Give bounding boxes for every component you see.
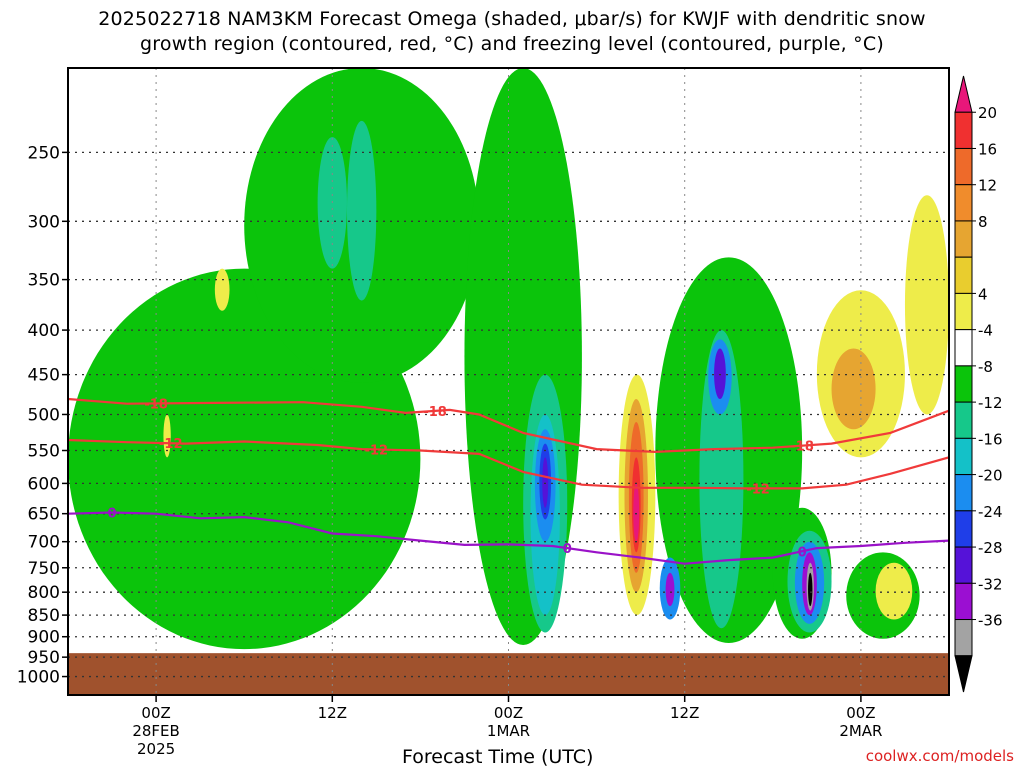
y-tick-label: 800 bbox=[28, 583, 60, 603]
chart-title-line-2: growth region (contoured, red, °C) and f… bbox=[140, 33, 884, 55]
colorbar-swatch bbox=[954, 256, 973, 294]
y-tick-label: 600 bbox=[28, 474, 60, 494]
y-tick-label: 550 bbox=[28, 442, 60, 462]
contour-label: 0 bbox=[798, 545, 807, 560]
colorbar-label: 12 bbox=[978, 177, 997, 195]
omega-field bbox=[68, 68, 949, 650]
y-tick-label: 250 bbox=[28, 143, 60, 163]
colorbar-swatch bbox=[954, 292, 973, 331]
contour-label: -18 bbox=[144, 397, 168, 412]
y-tick-label: 700 bbox=[28, 533, 60, 553]
temperature-contours: -18 -18 -18 -12 -12 -12 0 0 0 bbox=[68, 397, 949, 565]
contour-label: -12 bbox=[159, 437, 183, 452]
x-tick-label: 2MAR bbox=[839, 722, 882, 740]
surface-fill bbox=[68, 653, 949, 695]
contour-label: -12 bbox=[746, 482, 770, 497]
colorbar-swatch bbox=[954, 619, 973, 657]
y-tick-label: 900 bbox=[28, 628, 60, 648]
x-tick-label: 00Z bbox=[494, 704, 523, 722]
omega-region bbox=[699, 330, 744, 629]
x-tick-label: 28FEB bbox=[132, 722, 179, 740]
x-tick-label: 12Z bbox=[318, 704, 347, 722]
y-tick-label: 1000 bbox=[17, 668, 60, 688]
omega-region bbox=[633, 483, 640, 542]
colorbar-swatch bbox=[954, 582, 973, 621]
colorbar-swatch bbox=[954, 329, 973, 367]
colorbar-label: -28 bbox=[978, 539, 1003, 557]
ground-surface bbox=[68, 653, 949, 695]
colorbar-swatch bbox=[954, 437, 973, 476]
chart-title-line-1: 2025022718 NAM3KM Forecast Omega (shaded… bbox=[98, 8, 926, 30]
colorbar-swatch bbox=[954, 474, 973, 512]
omega-region bbox=[831, 348, 876, 430]
contour-label: 0 bbox=[108, 507, 117, 522]
credit-text: coolwx.com/models bbox=[865, 747, 1014, 765]
y-tick-label: 750 bbox=[28, 559, 60, 579]
colorbar-swatch bbox=[954, 546, 973, 584]
omega-region bbox=[714, 348, 726, 400]
colorbar-label: -24 bbox=[978, 503, 1003, 521]
x-tick-label: 1MAR bbox=[487, 722, 530, 740]
y-tick-label: 950 bbox=[28, 648, 60, 668]
x-tick-label: 2025 bbox=[137, 740, 175, 758]
colorbar-label: -32 bbox=[978, 575, 1003, 593]
colorbar-swatch bbox=[954, 111, 973, 149]
colorbar-swatch bbox=[954, 510, 973, 548]
x-axis-title: Forecast Time (UTC) bbox=[402, 746, 594, 768]
y-tick-label: 450 bbox=[28, 366, 60, 386]
y-axis: 2503003504004505005506006507007508008509… bbox=[17, 143, 68, 688]
colorbar-label: -4 bbox=[978, 322, 993, 340]
x-tick-label: 12Z bbox=[670, 704, 699, 722]
colorbar-swatch bbox=[954, 184, 973, 222]
colorbar-top-arrow bbox=[954, 75, 973, 113]
contour-line bbox=[68, 511, 949, 565]
colorbar-label: 8 bbox=[978, 213, 988, 231]
colorbar-label: -16 bbox=[978, 430, 1003, 448]
colorbar-swatch bbox=[954, 365, 973, 403]
omega-region bbox=[542, 457, 549, 508]
omega-region bbox=[346, 120, 377, 301]
colorbar-label: -36 bbox=[978, 612, 1003, 630]
omega-region bbox=[904, 195, 949, 415]
contour-line bbox=[68, 397, 949, 454]
colorbar-swatch bbox=[954, 220, 973, 258]
y-tick-label: 400 bbox=[28, 321, 60, 341]
colorbar-label: 20 bbox=[978, 104, 997, 122]
colorbar-bottom-arrow bbox=[954, 655, 973, 693]
colorbar-label: 16 bbox=[978, 140, 997, 158]
x-tick-label: 00Z bbox=[846, 704, 875, 722]
omega-region bbox=[875, 562, 913, 620]
contour-label: 0 bbox=[563, 542, 572, 557]
omega-region bbox=[163, 414, 171, 458]
colorbar-label: 4 bbox=[978, 285, 988, 303]
omega-region bbox=[808, 572, 813, 607]
omega-region bbox=[665, 572, 675, 607]
contour-label: -18 bbox=[790, 440, 814, 455]
y-tick-label: 650 bbox=[28, 505, 60, 525]
x-tick-label: 00Z bbox=[141, 704, 170, 722]
y-tick-label: 350 bbox=[28, 271, 60, 291]
contour-line bbox=[68, 438, 949, 490]
colorbar: 20 16 12 8 4 -4 -8 -12 -16 -20 -24 -28 -32 -36 bbox=[954, 75, 1003, 693]
contour-label: -12 bbox=[365, 443, 389, 458]
colorbar-label: -8 bbox=[978, 358, 993, 376]
y-tick-label: 300 bbox=[28, 212, 60, 232]
y-tick-label: 850 bbox=[28, 606, 60, 626]
colorbar-swatch bbox=[954, 401, 973, 439]
y-tick-label: 500 bbox=[28, 405, 60, 425]
omega-region bbox=[214, 268, 230, 311]
contour-label: -18 bbox=[423, 405, 447, 420]
colorbar-swatch bbox=[954, 147, 973, 186]
colorbar-label: -12 bbox=[978, 394, 1003, 412]
colorbar-label: -20 bbox=[978, 467, 1003, 485]
